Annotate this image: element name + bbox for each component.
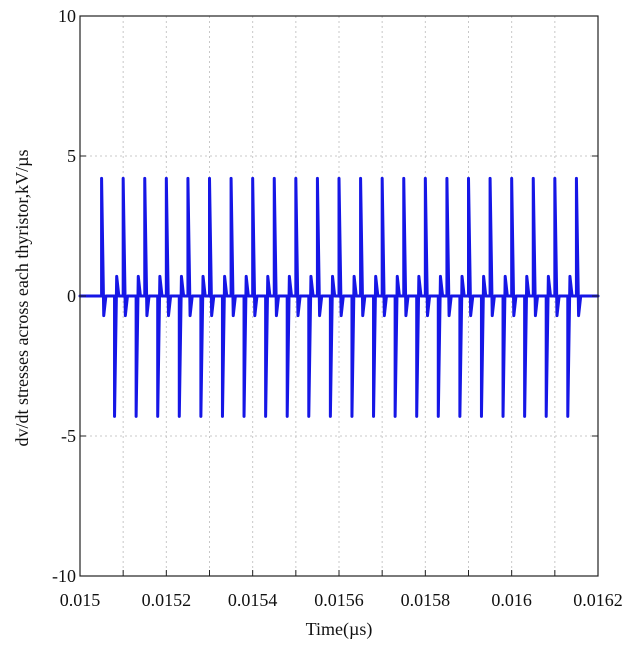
x-tick-label: 0.0162 (573, 590, 623, 610)
x-tick-label: 0.015 (60, 590, 101, 610)
ticks-layer: 0.015 0.0152 0.0154 0.0156 0.0158 0.016 0.0162… (52, 6, 623, 610)
series-line (78, 176, 600, 418)
y-tick-label: -5 (61, 426, 76, 446)
x-axis-label: Time(µs) (306, 619, 373, 640)
x-tick-label: 0.0152 (142, 590, 192, 610)
y-tick-label: 10 (58, 6, 76, 26)
x-tick-label: 0.0158 (401, 590, 451, 610)
x-tick-label: 0.0154 (228, 590, 278, 610)
y-tick-label: 0 (67, 286, 76, 306)
y-tick-label: 5 (67, 146, 76, 166)
x-tick-label: 0.016 (491, 590, 532, 610)
series-layer (78, 176, 600, 418)
y-axis-label: dv/dt stresses across each thyristor,kV/… (12, 149, 32, 446)
x-tick-label: 0.0156 (314, 590, 364, 610)
y-tick-label: -10 (52, 566, 76, 586)
